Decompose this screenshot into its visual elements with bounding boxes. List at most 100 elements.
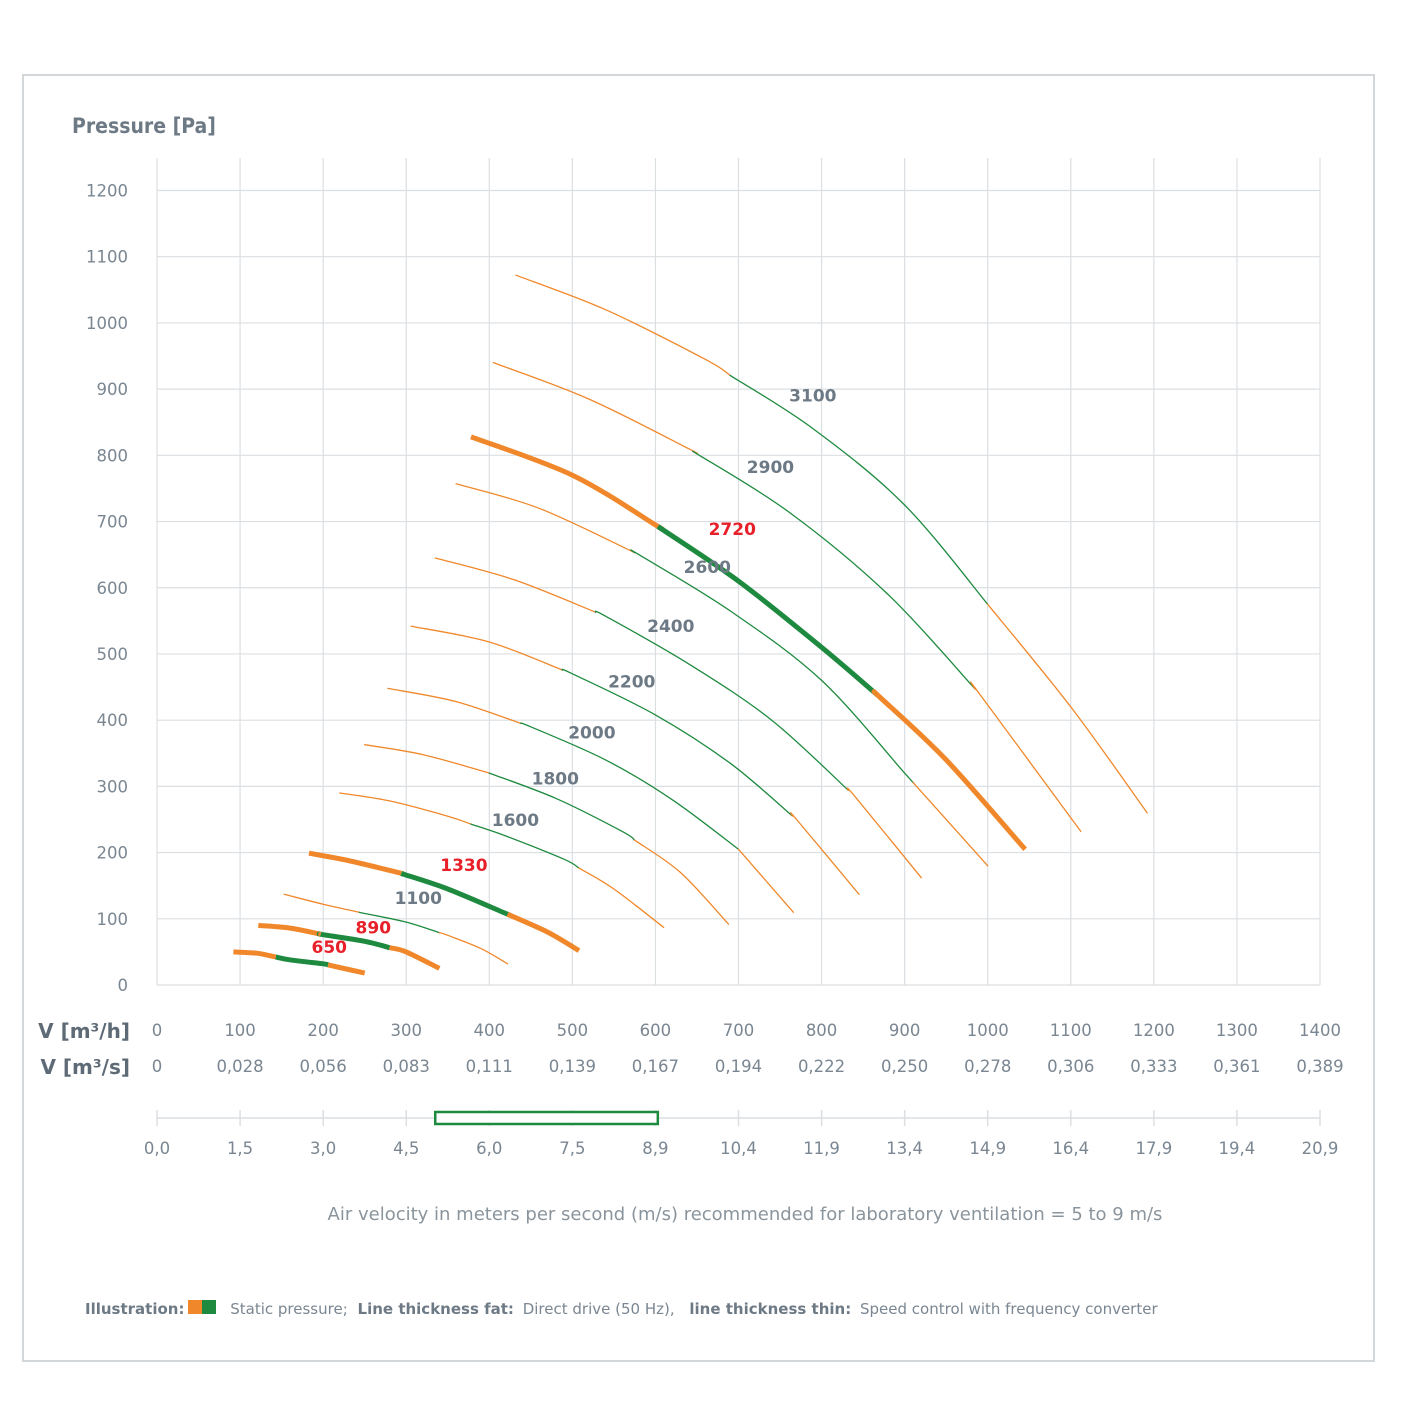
curve-650-orange-segment — [233, 949, 277, 960]
x-tick-label: 0,222 — [798, 1057, 845, 1076]
curve-label-650: 650 — [312, 938, 348, 958]
velocity-tick-label: 8,9 — [642, 1139, 668, 1158]
curve-label-1600: 1600 — [492, 811, 539, 831]
curve-1800-orange-segment — [634, 839, 730, 925]
x-tick-label: 0,278 — [964, 1057, 1011, 1076]
curve-label-2720: 2720 — [709, 520, 756, 540]
velocity-caption: Air velocity in meters per second (m/s) … — [328, 1204, 1163, 1225]
y-tick-label: 0 — [118, 976, 129, 995]
legend-swatch-orange — [188, 1300, 202, 1314]
curve-2900-orange-segment — [969, 681, 1082, 833]
x-tick-label: 0 — [152, 1021, 163, 1040]
y-tick-label: 400 — [97, 711, 129, 730]
curve-label-2200: 2200 — [608, 673, 655, 693]
x-tick-label: 200 — [307, 1021, 339, 1040]
curve-label-890: 890 — [356, 918, 392, 938]
x-tick-label: 1100 — [1050, 1021, 1092, 1040]
curve-2400-green-segment — [594, 610, 849, 791]
velocity-tick-label: 4,5 — [393, 1139, 419, 1158]
x-tick-label: 1000 — [967, 1021, 1009, 1040]
curve-label-1800: 1800 — [532, 769, 579, 789]
curve-3100-orange-segment — [987, 603, 1148, 814]
y-tick-label: 500 — [97, 645, 129, 664]
legend-static-pressure: Static pressure; — [230, 1300, 348, 1318]
chart-frame — [22, 74, 1375, 1362]
x-tick-label: 800 — [806, 1021, 838, 1040]
velocity-tick-label: 16,4 — [1052, 1139, 1089, 1158]
x-axis-rows: V [m³/h] 0 100 200 300 400 500 600 700 800 900 1000… — [38, 1019, 1344, 1079]
y-tick-label: 100 — [97, 910, 129, 929]
x-tick-label: 300 — [390, 1021, 422, 1040]
curve-1600-orange-segment — [339, 792, 472, 825]
svg-text:Illustration: Static pre: Illustration: Static pressure; Line thic… — [85, 1300, 1158, 1318]
y-tick-label: 800 — [97, 446, 129, 465]
y-tick-label: 600 — [97, 579, 129, 598]
curve-890-orange-segment — [388, 945, 441, 971]
x-tick-label: 900 — [889, 1021, 921, 1040]
velocity-tick-label: 0,0 — [144, 1139, 170, 1158]
y-axis-title: Pressure [Pa] — [72, 114, 216, 138]
x-tick-label: 100 — [224, 1021, 256, 1040]
x-tick-label: 1400 — [1299, 1021, 1341, 1040]
x-tick-label: 0,167 — [632, 1057, 679, 1076]
velocity-tick-label: 20,9 — [1302, 1139, 1339, 1158]
x-tick-label: 0 — [152, 1057, 163, 1076]
curve-1600-green-segment — [470, 823, 580, 869]
curve-label-1100: 1100 — [395, 889, 442, 909]
y-tick-label: 300 — [97, 777, 129, 796]
curve-label-1330: 1330 — [440, 856, 487, 876]
x-axis-row-label: V [m³/s] — [40, 1055, 130, 1079]
curve-2200-orange-segment — [410, 625, 564, 671]
curve-2000-orange-segment — [737, 848, 794, 913]
legend-fat-desc: Direct drive (50 Hz), — [523, 1300, 675, 1318]
legend-fat-label: Line thickness fat: — [358, 1300, 514, 1318]
curve-label-2900: 2900 — [747, 458, 794, 478]
curve-label-2000: 2000 — [568, 724, 615, 744]
x-tick-label: 0,083 — [383, 1057, 430, 1076]
y-tick-label: 200 — [97, 844, 129, 863]
x-tick-label: 0,028 — [216, 1057, 263, 1076]
x-tick-label: 700 — [723, 1021, 755, 1040]
curve-2000-green-segment — [520, 722, 740, 850]
curve-2720-orange-segment — [871, 689, 1027, 851]
x-tick-label: 1200 — [1133, 1021, 1175, 1040]
x-tick-label: 0,306 — [1047, 1057, 1094, 1076]
x-tick-label: 0,333 — [1130, 1057, 1177, 1076]
x-tick-label: 0,361 — [1213, 1057, 1260, 1076]
recommended-velocity-box — [433, 1110, 660, 1126]
curve-1330-orange-segment — [506, 911, 581, 953]
y-tick-label: 1100 — [86, 248, 128, 267]
x-tick-label: 0,056 — [300, 1057, 347, 1076]
velocity-axis: 0,0 1,5 3,0 4,5 6,0 7,5 8,9 10,4 11,9 13,4 14,9 16,… — [144, 1110, 1339, 1158]
curve-2200-green-segment — [561, 668, 794, 817]
y-tick-label: 700 — [97, 513, 129, 532]
curve-2000-orange-segment — [387, 687, 522, 725]
x-tick-label: 0,139 — [549, 1057, 596, 1076]
curve-label-3100: 3100 — [789, 387, 836, 407]
grid — [156, 158, 1321, 986]
curve-2400-orange-segment — [846, 787, 922, 879]
x-tick-label: 0,111 — [466, 1057, 513, 1076]
velocity-tick-label: 3,0 — [310, 1139, 336, 1158]
x-tick-label: 0,250 — [881, 1057, 928, 1076]
fan-curves — [233, 274, 1148, 976]
legend-thin-label: line thickness thin: — [689, 1300, 851, 1318]
curve-1600-orange-segment — [578, 867, 665, 929]
x-tick-label: 0,194 — [715, 1057, 762, 1076]
velocity-tick-label: 19,4 — [1219, 1139, 1256, 1158]
velocity-tick-label: 7,5 — [559, 1139, 585, 1158]
curve-label-2400: 2400 — [647, 617, 694, 637]
curve-650-green-segment — [275, 954, 331, 968]
curve-2600-orange-segment — [912, 781, 989, 867]
velocity-tick-label: 11,9 — [803, 1139, 840, 1158]
velocity-tick-label: 1,5 — [227, 1139, 253, 1158]
curve-890-orange-segment — [258, 922, 322, 937]
y-tick-label: 1200 — [86, 182, 128, 201]
velocity-tick-label: 6,0 — [476, 1139, 502, 1158]
curve-1100-green-segment — [358, 911, 441, 934]
curve-2200-orange-segment — [790, 812, 860, 895]
curve-label-2600: 2600 — [684, 558, 731, 578]
curve-1800-orange-segment — [364, 744, 490, 774]
